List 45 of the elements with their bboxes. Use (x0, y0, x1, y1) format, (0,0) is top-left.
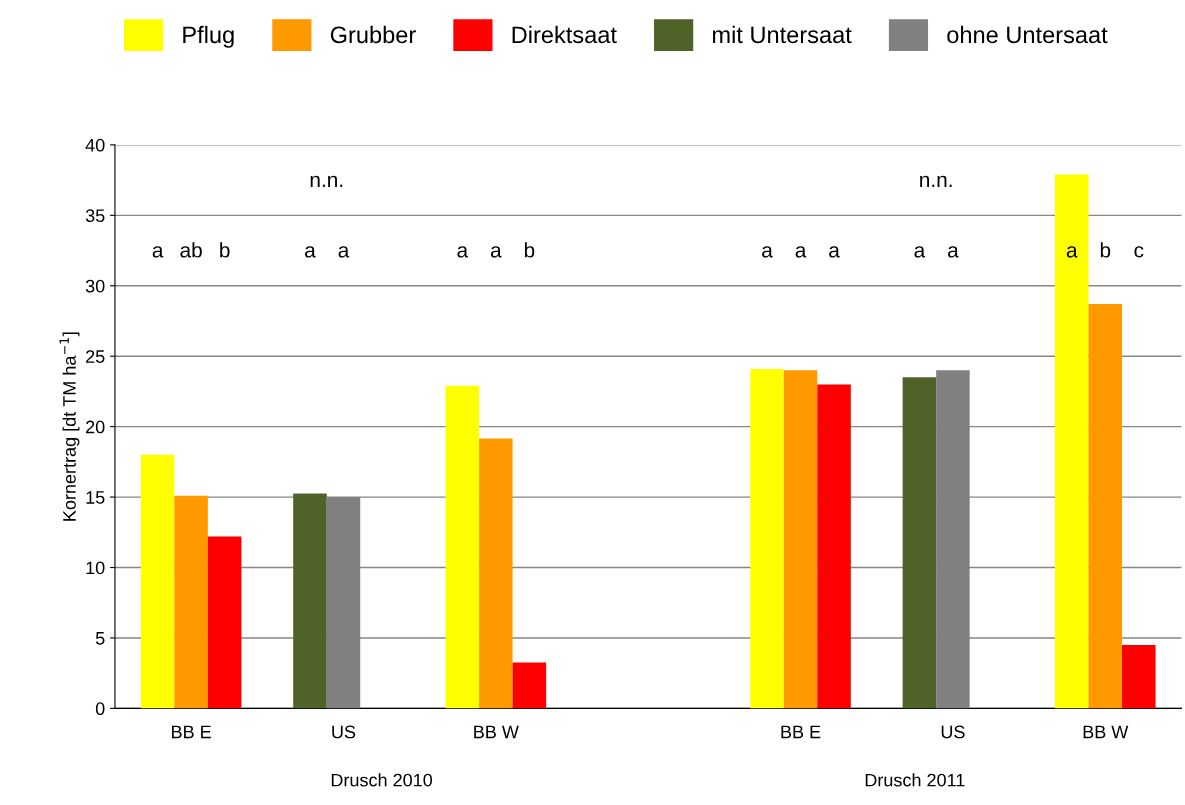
bar (174, 495, 208, 709)
annotation: n.n. (310, 175, 343, 187)
bar (445, 385, 480, 709)
bar (1088, 304, 1123, 709)
x-tick-label: BB W (1083, 725, 1129, 739)
annotation: a a b (457, 242, 535, 258)
annotation: a ab b (152, 242, 230, 258)
legend-label: ohne Untersaat (947, 25, 1108, 44)
annotation: a a (914, 246, 959, 258)
annotation: a b c (1066, 242, 1144, 258)
bar (817, 384, 851, 709)
bar (1054, 174, 1089, 709)
legend-label: Grubber (330, 25, 416, 44)
y-tick-label: 30 (85, 279, 105, 293)
legend-label: Pflug (183, 25, 234, 48)
bar (1122, 645, 1156, 709)
bar (902, 377, 937, 709)
text: Drusch 2010 (331, 773, 433, 787)
bar (783, 370, 818, 709)
bar (140, 454, 175, 709)
y-axis-title: Kornertrag [dt TM ha$^{−1}$] (59, 332, 80, 521)
x-tick-label: BB W (474, 725, 519, 739)
y-tick-label: 15 (86, 491, 105, 504)
annotation: a a (305, 246, 350, 258)
annotation: a a a (762, 246, 840, 258)
y-tick-label: 25 (86, 350, 105, 363)
bar (750, 368, 784, 709)
bar (207, 536, 242, 709)
y-tick-label: 5 (95, 632, 105, 645)
y-tick-label: 10 (86, 561, 105, 575)
x-tick-label: BB E (172, 725, 211, 739)
bar (479, 438, 513, 709)
text: Drusch 2011 (865, 773, 965, 787)
y-tick-label: 35 (85, 209, 105, 223)
x-tick-label: BB E (781, 725, 821, 739)
x-tick-label: US (332, 725, 356, 739)
legend-label: mit Untersaat (712, 25, 852, 44)
x-tick-label: US (941, 725, 965, 739)
y-tick-label: 40 (85, 138, 105, 152)
bar (293, 493, 327, 709)
y-tick-label: 0 (95, 702, 105, 716)
annotation: n.n. (920, 175, 952, 187)
bar (512, 662, 547, 709)
y-tick-label: 20 (86, 420, 105, 434)
legend-label: Direktsaat (512, 25, 617, 44)
